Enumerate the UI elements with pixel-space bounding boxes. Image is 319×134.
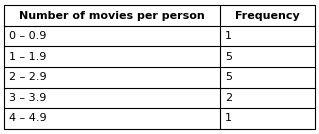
Text: 5: 5 [225, 52, 232, 62]
Text: Number of movies per person: Number of movies per person [19, 11, 205, 21]
Text: 4 – 4.9: 4 – 4.9 [9, 113, 46, 123]
Text: 2 – 2.9: 2 – 2.9 [9, 72, 46, 82]
Text: 1: 1 [225, 113, 232, 123]
Text: 1 – 1.9: 1 – 1.9 [9, 52, 46, 62]
Text: 2: 2 [225, 93, 232, 103]
Text: 0 – 0.9: 0 – 0.9 [9, 31, 46, 41]
Text: Frequency: Frequency [235, 11, 300, 21]
Text: 3 – 3.9: 3 – 3.9 [9, 93, 46, 103]
Text: 1: 1 [225, 31, 232, 41]
Text: 5: 5 [225, 72, 232, 82]
